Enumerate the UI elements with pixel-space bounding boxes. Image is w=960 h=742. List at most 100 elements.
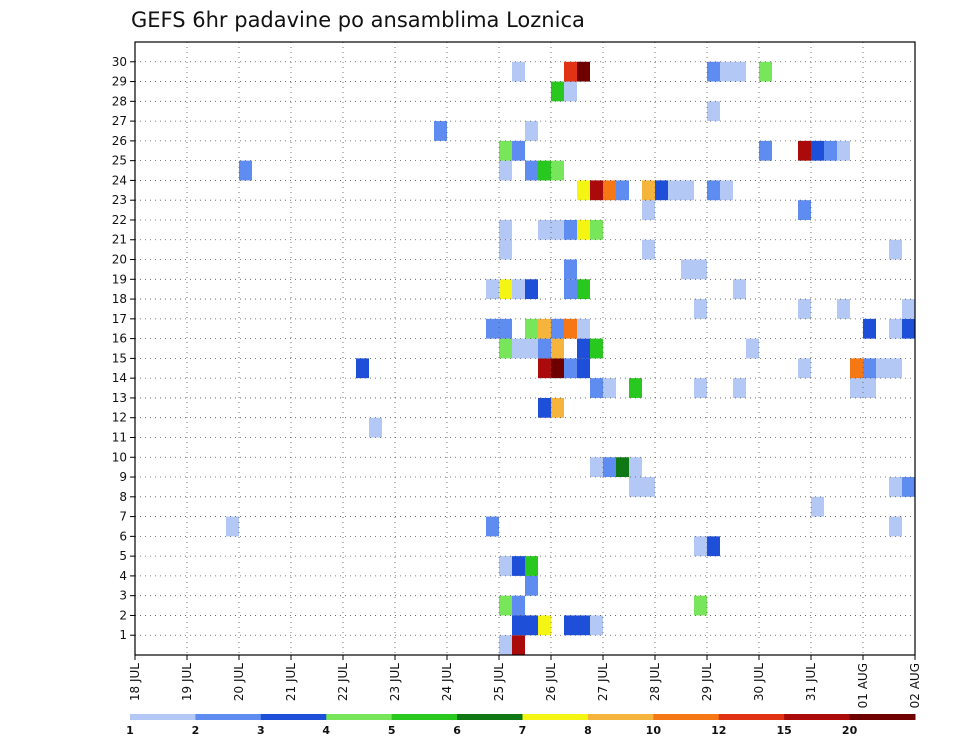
colorbar-label: 5 [388,724,396,737]
heatmap-cell [681,259,694,280]
x-tick-label: 20 JUL [232,663,246,701]
colorbar-label: 12 [711,724,726,737]
x-tick-label: 29 JUL [700,663,714,701]
heatmap-cell [538,338,551,359]
colorbar-label: 1 [126,724,134,737]
y-tick-label: 3 [119,589,127,603]
heatmap-cell [863,318,876,339]
colorbar-swatch [130,714,196,720]
x-tick-label: 19 JUL [180,663,194,701]
heatmap-cell [499,635,512,655]
x-axis-ticks: 18 JUL 19 JUL 20 JUL 21 JUL 22 JUL 23 JUL 24 J… [128,655,922,708]
heatmap-cell [499,140,512,161]
heatmap-cell [577,318,590,339]
y-tick-label: 9 [119,470,127,484]
chart-title: GEFS 6hr padavine po ansamblima Loznica [131,8,585,32]
heatmap-cell [707,180,720,201]
heatmap-cell [668,180,681,201]
heatmap-cell [902,318,915,339]
heatmap-cell [538,160,551,181]
heatmap-cell [629,477,642,497]
x-tick-label: 25 JUL [492,663,506,701]
heatmap-cell [629,457,642,478]
heatmap-cell [434,121,447,141]
y-tick-label: 18 [112,292,127,306]
heatmap-cell [720,61,733,82]
heatmap-cell [759,61,772,82]
y-tick-label: 27 [112,114,127,128]
y-tick-label: 23 [112,193,127,207]
colorbar-label: 10 [646,724,662,737]
heatmap-cell [486,516,499,537]
heatmap-cell [512,615,525,636]
heatmap-cell [837,299,850,319]
y-tick-label: 21 [112,233,127,247]
heatmap-cell [707,536,720,557]
heatmap-cell [239,160,252,181]
heatmap-cell [525,575,538,596]
heatmap-cell [538,397,551,418]
colorbar-label: 15 [777,724,792,737]
y-tick-label: 29 [112,75,127,89]
heatmap-cell [538,219,551,240]
colorbar-swatch [653,714,720,720]
x-tick-label: 01 AUG [856,663,870,708]
heatmap-cell [512,140,525,161]
heatmap-cell [590,338,603,359]
x-tick-label: 31 JUL [804,663,818,701]
y-tick-label: 28 [112,94,127,108]
heatmap-cell [837,140,850,161]
y-tick-label: 10 [112,450,127,464]
heatmap-cell [733,279,746,300]
heatmap-cell [590,615,603,636]
heatmap-cell [642,200,655,220]
heatmap-cell [811,496,824,517]
heatmap-cell [577,219,590,240]
heatmap-cell [603,457,616,478]
y-tick-label: 17 [112,312,127,326]
y-tick-label: 13 [112,391,127,405]
heatmap-cell [590,457,603,478]
heatmap-cell [512,338,525,359]
colorbar-label: 6 [453,724,461,737]
heatmap-cell [551,358,564,379]
heatmap-cell [499,318,512,339]
colorbar-swatch [522,714,589,720]
heatmap-cell [551,318,564,339]
heatmap-cell [512,595,525,616]
colorbar-swatch [587,714,654,720]
heatmap-cell [577,338,590,359]
heatmap-cell [525,160,538,181]
heatmap-cell [525,338,538,359]
colorbar-swatch [391,714,458,720]
x-tick-label: 21 JUL [284,663,298,701]
heatmap-cell [512,61,525,82]
heatmap-cell [694,259,707,280]
heatmap-cell [564,358,577,379]
y-tick-label: 15 [112,351,127,365]
y-tick-label: 30 [112,55,127,69]
colorbar-label: 8 [584,724,592,737]
heatmap-cell [356,358,369,379]
x-tick-label: 02 AUG [908,663,922,708]
heatmap-cell [577,358,590,379]
colorbar-swatch [326,714,393,720]
grid-lines [135,42,915,655]
heatmap-cell [889,318,902,339]
heatmap-cell [499,338,512,359]
colorbar-label: 20 [842,724,858,737]
heatmap-cell [486,318,499,339]
heatmap-cell [577,61,590,82]
heatmap-cell [590,180,603,201]
heatmap-cell [642,477,655,497]
heatmap-cell [564,81,577,102]
heatmap-cell [707,101,720,122]
y-tick-label: 20 [112,253,127,267]
colorbar-swatch [718,714,785,720]
y-tick-label: 16 [112,332,127,346]
heatmap-cell [226,516,239,537]
heatmap-cell [603,180,616,201]
heatmap-cell [720,180,733,201]
heatmap-cell [863,378,876,398]
plot-frame [134,41,916,656]
